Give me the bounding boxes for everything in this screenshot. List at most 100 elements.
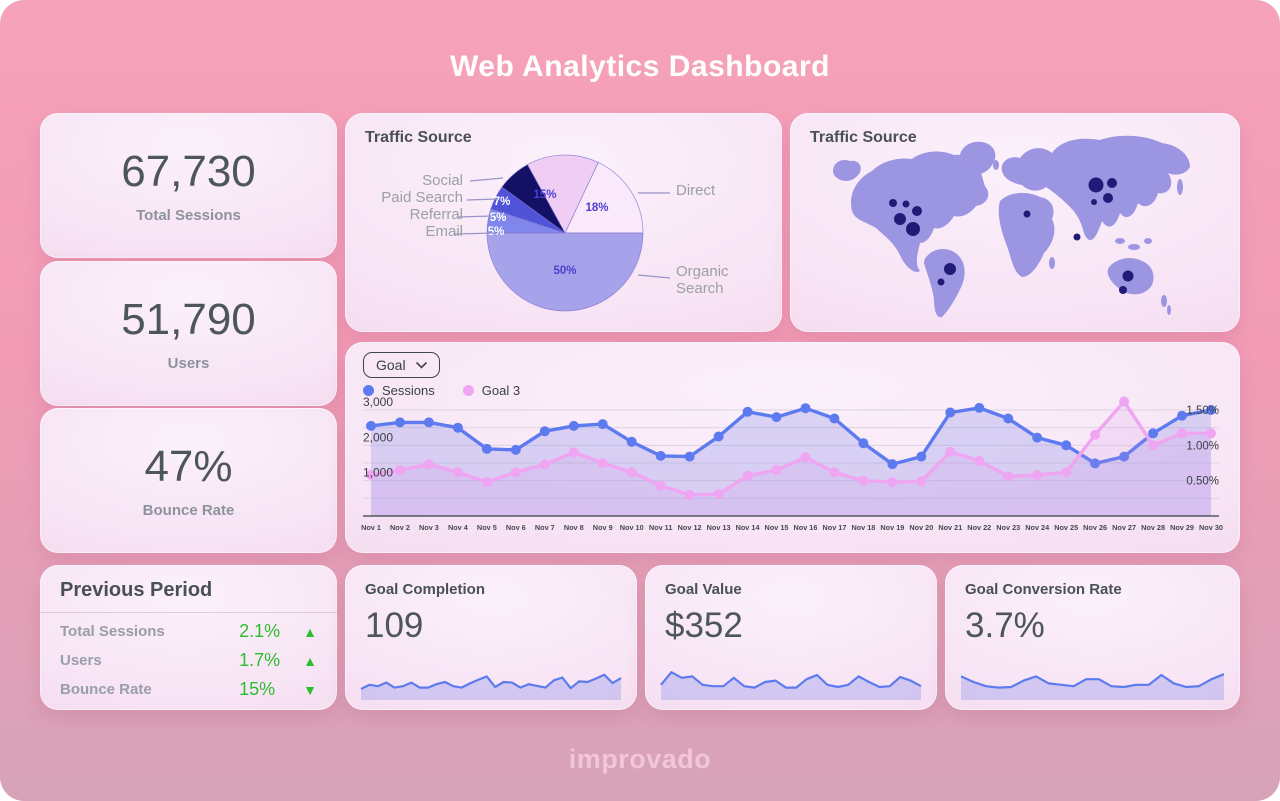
sessions-point[interactable]	[539, 426, 550, 437]
legend-item-goal3[interactable]: Goal 3	[462, 383, 521, 398]
sessions-point[interactable]	[1061, 440, 1072, 451]
sessions-point[interactable]	[829, 413, 840, 424]
pie-slice-percentage: 5%	[490, 212, 507, 224]
sessions-point[interactable]	[1177, 410, 1187, 421]
goal-3-point[interactable]	[887, 477, 898, 488]
goal-3-point[interactable]	[684, 489, 695, 500]
pie-slice-social[interactable]	[526, 154, 599, 234]
x-axis-tick: Nov 8	[564, 523, 584, 532]
callout-line	[637, 274, 671, 279]
legend-label: Goal 3	[481, 383, 521, 398]
x-axis-tick: Nov 13	[707, 523, 731, 532]
card-title: Goal Conversion Rate	[965, 581, 1122, 598]
goal-3-point[interactable]	[568, 447, 579, 458]
sessions-point[interactable]	[1003, 413, 1014, 424]
x-axis-tick: Nov 28	[1141, 523, 1165, 532]
goal-3-point[interactable]	[713, 489, 724, 500]
sessions-point[interactable]	[800, 403, 811, 414]
goal-3-point[interactable]	[829, 467, 840, 478]
legend-item-sessions[interactable]: Sessions	[363, 383, 435, 398]
sessions-point[interactable]	[684, 451, 695, 462]
goal-3-point[interactable]	[742, 470, 753, 481]
goal-3-point[interactable]	[1177, 428, 1187, 439]
sessions-point[interactable]	[713, 431, 724, 442]
x-axis-tick: Nov 1	[361, 523, 381, 532]
goal-3-point[interactable]	[626, 467, 637, 478]
goal-3-point[interactable]	[366, 470, 376, 480]
sessions-point[interactable]	[771, 412, 782, 423]
goal-3-point[interactable]	[1003, 471, 1014, 482]
goal-3-point[interactable]	[771, 465, 782, 476]
goal-3-point[interactable]	[395, 465, 405, 476]
sessions-point[interactable]	[423, 417, 434, 428]
pie-callout-label: Referral	[410, 206, 463, 223]
goal-3-point[interactable]	[423, 459, 434, 470]
goal-dropdown-label: Goal	[376, 357, 406, 373]
goal-3-point[interactable]	[974, 455, 985, 466]
sessions-goal-chart-card: Goal Sessions Goal 3 1,000 2,000 3,000 0.50…	[345, 342, 1240, 553]
sessions-point[interactable]	[568, 420, 579, 431]
sessions-point[interactable]	[597, 419, 608, 430]
visitor-dot	[1073, 233, 1081, 241]
sessions-legend-dot	[363, 385, 374, 396]
goal-3-point[interactable]	[1206, 428, 1216, 439]
goal-3-point[interactable]	[1032, 470, 1043, 480]
goal-3-point[interactable]	[916, 476, 927, 487]
pie-slice-organic-search[interactable]	[486, 232, 644, 312]
pie-slice-percentage: 7%	[494, 196, 511, 208]
x-axis-tick: Nov 16	[794, 523, 818, 532]
goal-value-card: Goal Value $352	[645, 565, 937, 710]
x-axis-tick: Nov 19	[880, 523, 904, 532]
kpi-card-total-sessions: 67,730 Total Sessions	[40, 113, 337, 258]
sessions-point[interactable]	[452, 422, 463, 433]
sessions-point[interactable]	[510, 444, 521, 455]
pie-callout-label: Direct	[676, 182, 716, 199]
sessions-point[interactable]	[1032, 432, 1043, 443]
goal-3-point[interactable]	[481, 477, 492, 488]
goal-3-point[interactable]	[945, 446, 956, 457]
sessions-point[interactable]	[1119, 451, 1130, 462]
goal-3-point[interactable]	[1119, 396, 1130, 407]
goal-3-point[interactable]	[1061, 467, 1072, 478]
sessions-point[interactable]	[1148, 428, 1159, 439]
x-axis-tick: Nov 21	[938, 523, 962, 532]
visitor-dot	[1122, 270, 1134, 282]
sessions-point[interactable]	[626, 436, 637, 447]
x-axis-tick: Nov 26	[1083, 523, 1107, 532]
goal-3-point[interactable]	[800, 452, 811, 463]
goal-value: 109	[365, 606, 424, 645]
callout-line	[469, 177, 504, 182]
goal-3-point[interactable]	[1090, 429, 1101, 440]
sessions-point[interactable]	[974, 402, 985, 413]
visitor-dot	[1023, 210, 1031, 218]
pie-slice-direct[interactable]	[564, 161, 644, 234]
goal-3-point[interactable]	[858, 475, 869, 486]
visitor-dot	[1119, 286, 1127, 294]
sessions-point[interactable]	[1206, 405, 1216, 415]
goal-3-point[interactable]	[655, 480, 666, 491]
goal-3-point[interactable]	[452, 467, 463, 478]
sessions-point[interactable]	[366, 420, 376, 431]
goal-3-point[interactable]	[539, 459, 550, 470]
goal3-legend-dot	[462, 385, 474, 396]
pie-callout-label: Paid Search	[381, 189, 463, 206]
sessions-point[interactable]	[945, 407, 956, 418]
sessions-point[interactable]	[655, 450, 666, 461]
goal-dropdown[interactable]: Goal	[363, 352, 440, 378]
sessions-point[interactable]	[1090, 458, 1101, 469]
sessions-point[interactable]	[858, 438, 869, 449]
sessions-point[interactable]	[481, 443, 492, 454]
sparkline	[360, 673, 622, 690]
goal-3-point[interactable]	[510, 467, 521, 478]
goal-3-point[interactable]	[1148, 440, 1159, 451]
goal-3-point[interactable]	[597, 458, 608, 468]
sessions-point[interactable]	[395, 417, 405, 428]
x-axis-tick: Nov 20	[909, 523, 933, 532]
sessions-point[interactable]	[742, 406, 753, 417]
sessions-point[interactable]	[916, 451, 927, 462]
pie-callout-label: Search	[676, 280, 724, 297]
sparkline	[660, 671, 922, 689]
goal-value: 3.7%	[965, 606, 1045, 645]
sessions-point[interactable]	[887, 459, 898, 470]
